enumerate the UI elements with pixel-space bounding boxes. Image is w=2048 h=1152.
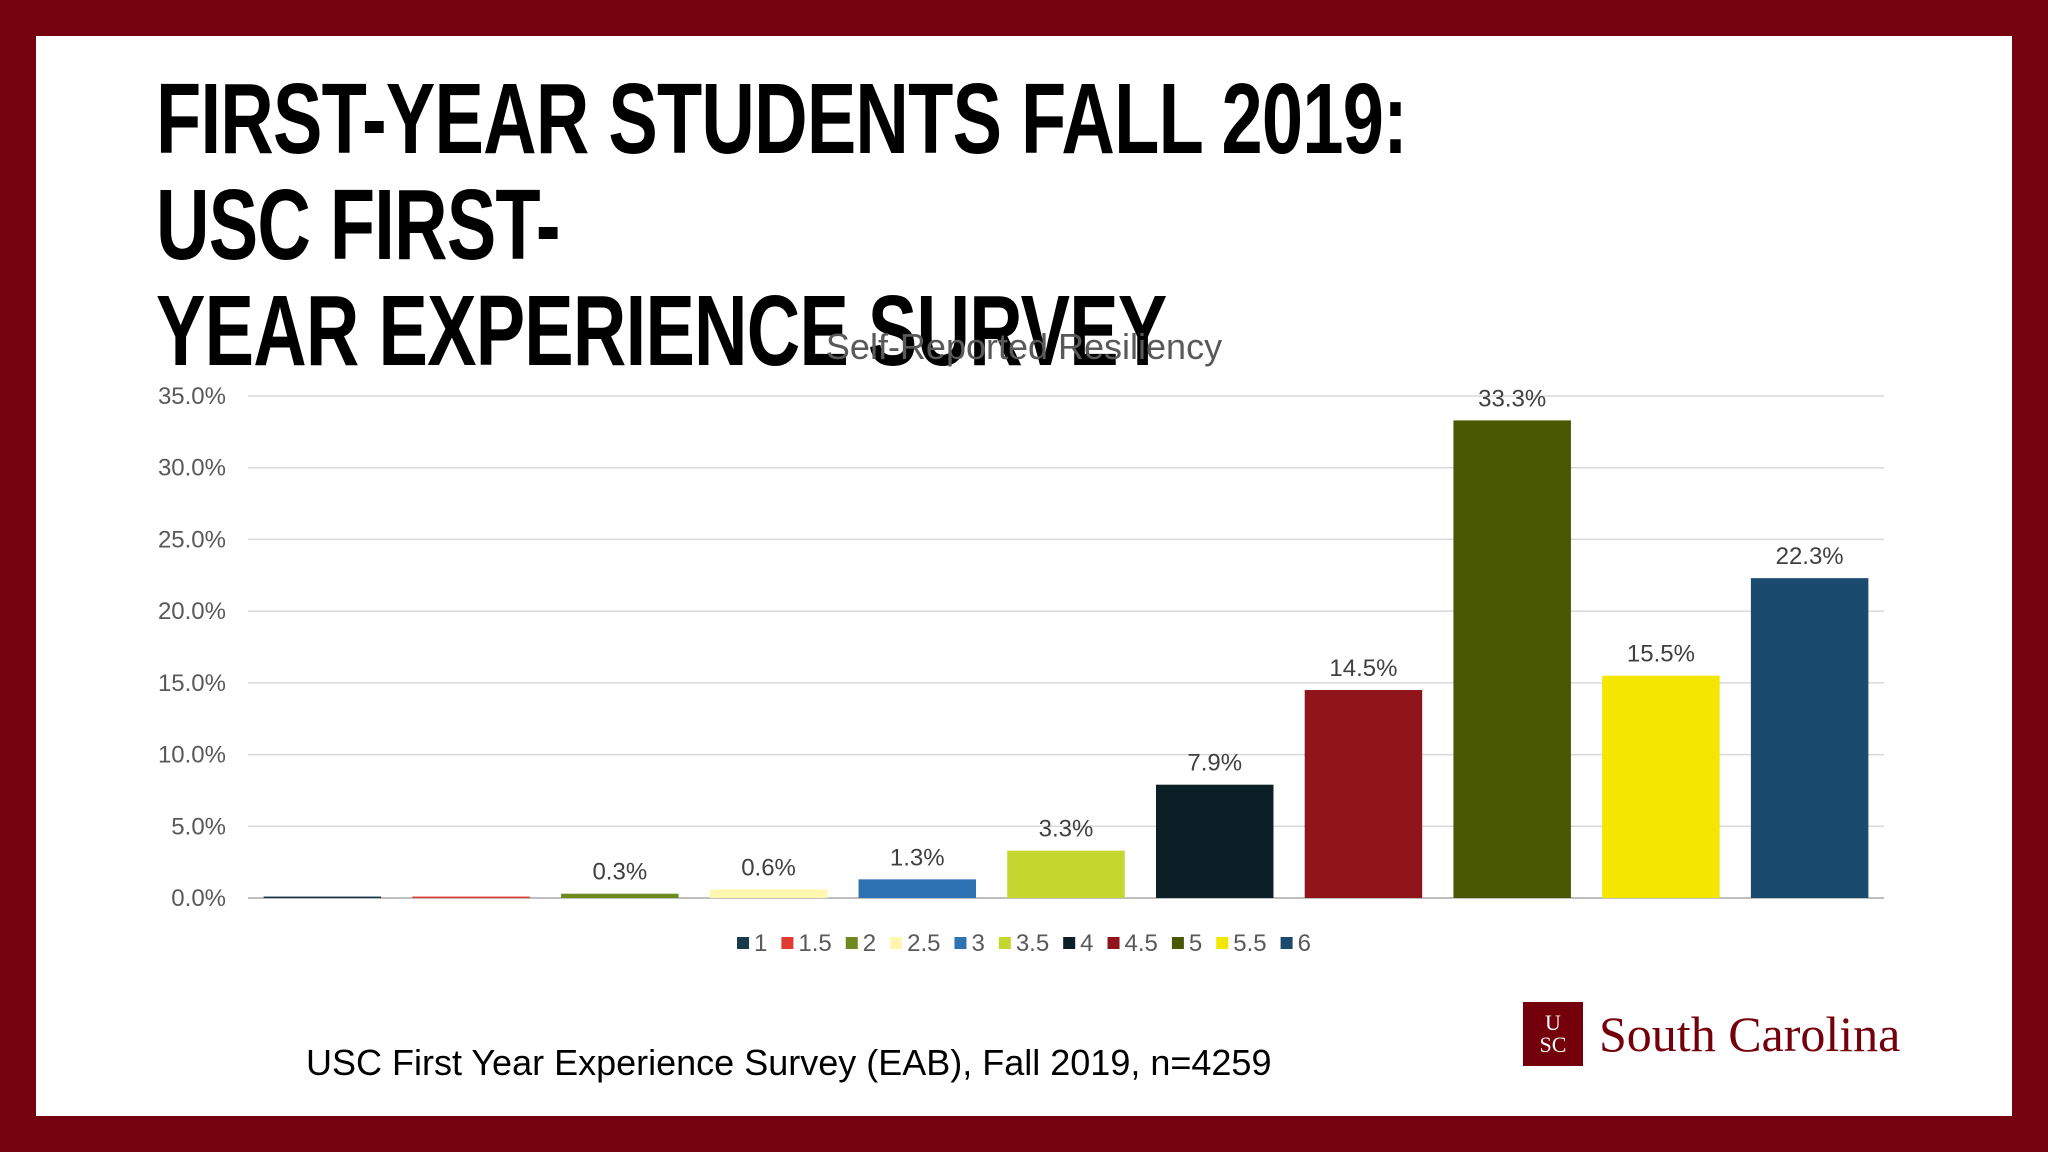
legend-swatch — [845, 937, 858, 949]
y-tick-label: 10.0% — [158, 742, 226, 769]
legend-label: 4.5 — [1125, 930, 1158, 957]
bar-4 — [1155, 784, 1274, 898]
legend-label: 4 — [1080, 930, 1093, 957]
slide: FIRST-YEAR STUDENTS FALL 2019: USC FIRST… — [36, 36, 2012, 1116]
bar-5 — [1453, 420, 1571, 898]
data-label: 22.3% — [1776, 543, 1844, 570]
data-label: 15.5% — [1627, 641, 1695, 668]
data-label: 14.5% — [1329, 655, 1397, 682]
bar-3.5 — [1007, 850, 1125, 898]
legend-swatch — [1063, 937, 1076, 949]
legend-swatch — [737, 937, 750, 949]
legend-label: 5 — [1189, 930, 1202, 957]
data-label: 33.3% — [1478, 385, 1546, 412]
data-label: 1.3% — [890, 844, 945, 871]
legend-swatch — [954, 937, 967, 949]
bar-2 — [561, 893, 679, 898]
legend-swatch — [1107, 937, 1120, 949]
bar-5.5 — [1602, 675, 1720, 898]
data-label: 0.3% — [592, 859, 647, 886]
y-tick-label: 25.0% — [158, 526, 226, 553]
usc-logo-mark-top: U — [1545, 1010, 1561, 1035]
y-tick-label: 0.0% — [171, 885, 226, 912]
usc-logo: U SC South Carolina — [1523, 1002, 1900, 1066]
legend-label: 3 — [971, 930, 984, 957]
slide-title: FIRST-YEAR STUDENTS FALL 2019: USC FIRST… — [156, 63, 1408, 387]
usc-logo-mark: U SC — [1523, 1002, 1583, 1066]
bar-2.5 — [709, 889, 828, 898]
y-tick-label: 15.0% — [158, 670, 226, 697]
bar-1 — [263, 896, 382, 899]
source-note: USC First Year Experience Survey (EAB), … — [306, 1042, 1272, 1083]
data-label: 7.9% — [1187, 750, 1242, 777]
legend-label: 6 — [1298, 930, 1311, 957]
legend-label: 5.5 — [1233, 930, 1266, 957]
legend-label: 2.5 — [907, 930, 940, 957]
data-label: 0.6% — [741, 854, 796, 881]
legend-label: 1 — [754, 930, 767, 957]
chart-title: Self-Reported Resiliency — [826, 326, 1222, 367]
legend-label: 3.5 — [1016, 930, 1049, 957]
legend-swatch — [890, 937, 903, 949]
y-tick-label: 35.0% — [158, 383, 226, 410]
usc-logo-text: South Carolina — [1599, 1006, 1901, 1062]
data-label: 3.3% — [1039, 816, 1094, 843]
legend-label: 2 — [863, 930, 876, 957]
y-tick-label: 30.0% — [158, 455, 226, 482]
y-tick-label: 5.0% — [171, 813, 226, 840]
usc-logo-mark-bottom: SC — [1539, 1032, 1567, 1057]
legend-swatch — [1171, 937, 1184, 949]
legend-swatch — [1216, 937, 1229, 949]
y-tick-label: 20.0% — [158, 598, 226, 625]
bar-6 — [1750, 578, 1869, 898]
legend-swatch — [998, 937, 1011, 949]
legend-swatch — [1280, 937, 1293, 949]
bar-3 — [858, 879, 977, 898]
legend-label: 1.5 — [798, 930, 831, 957]
bar-4.5 — [1304, 690, 1423, 898]
bar-1.5 — [412, 896, 530, 899]
legend-swatch — [781, 937, 794, 949]
